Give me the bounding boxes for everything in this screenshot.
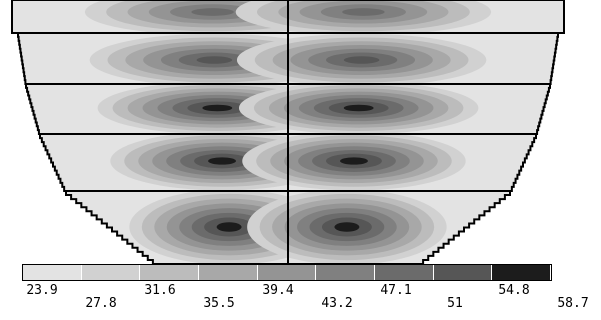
legend-swatch [375,265,434,280]
contour-level [216,222,242,232]
legend-swatch [316,265,375,280]
legend-swatch [433,265,493,280]
legend-tick-label: 23.9 [26,283,58,298]
contour-level [343,104,374,112]
legend-tick-label: 43.2 [321,296,353,311]
contour-level [202,104,233,112]
legend-swatch [140,265,199,280]
contour-level [340,157,368,165]
legend-tick-label: 31.6 [144,283,176,298]
legend-swatch [23,265,82,280]
legend-swatch [257,265,317,280]
legend-frame [22,264,552,281]
legend-tick-label: 58.7 [557,296,589,311]
legend-tick-label: 27.8 [85,296,117,311]
map-band-1 [11,0,565,34]
contour-level [342,8,385,16]
contour-level [196,56,233,64]
legend-tick-label: 35.5 [203,296,235,311]
map-band-2 [17,32,559,85]
legend-tick-label: 47.1 [380,283,412,298]
legend-swatch [81,265,141,280]
legend-swatch [199,265,258,280]
band-outline [11,0,565,34]
contour-level [343,56,380,64]
contour-level [334,222,360,232]
legend-swatch [492,265,551,280]
map-band-3 [25,83,551,135]
legend-tick-label: 54.8 [498,283,530,298]
contour-level [208,157,236,165]
map-band-5 [65,190,511,265]
legend-tick-label: 51 [447,296,463,311]
legend-tick-label: 39.4 [262,283,294,298]
contour-level [191,8,234,16]
